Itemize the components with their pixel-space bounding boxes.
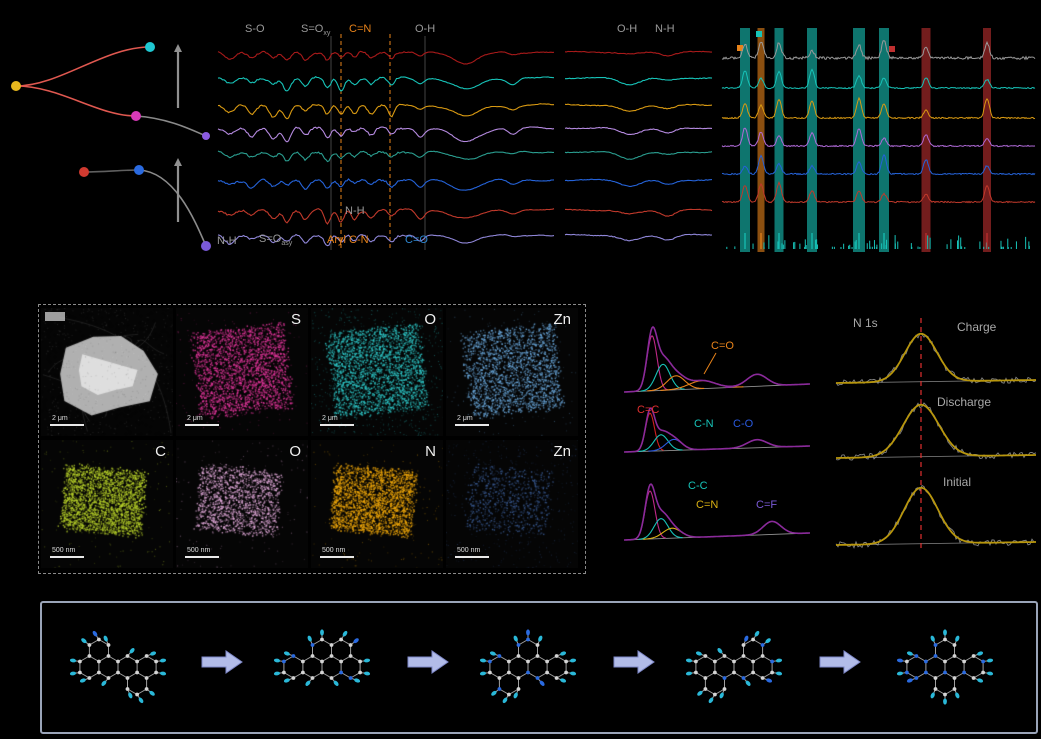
synthesis-scheme-panel [40,601,1038,734]
eds-map-c [41,440,173,568]
ftir-label-n-h-bottom: N-H [217,235,237,247]
nir-label-o-h: O-H [617,23,638,35]
scale-bar-label: 2 μm [322,415,338,422]
c1s-label-c-c: C-C [688,480,708,492]
scale-bar [185,556,219,558]
n1s-label-charge: Charge [957,320,997,334]
scale-bar-label: 2 μm [187,415,203,422]
ftir-label-s-o-xy: S=Oxy [301,23,330,38]
c1s-label-c-n: C-N [694,418,714,430]
ftir-label-s-o-xy-sub: xy [323,30,331,38]
eds-element-label: C [155,443,166,460]
n1s-label-initial: Initial [943,475,972,489]
ftir-label-s-o-xy-text: S=O [301,23,324,35]
eds-map-zn [446,308,578,436]
c1s-label-c-f: C=F [756,499,778,511]
ftir-label-c-o-bottom: C=O [405,234,428,246]
ftir-label-s-o-asy-text: S=O [259,233,282,245]
eds-map-cell-c-4: C 500 nm [41,440,173,568]
eds-map-cell-n-6: N 500 nm [311,440,443,568]
ftir-spectra-panel [216,20,558,260]
eds-map-cell-zn-7: Zn 500 nm [446,440,578,568]
eds-map-cell-o-5: O 500 nm [176,440,308,568]
ftir-label-n-h-mid: N-H [345,205,365,217]
nir-label-n-h: N-H [655,23,675,35]
scale-bar [320,424,354,426]
eds-map-o [311,308,443,436]
scale-bar [50,424,84,426]
ftir-label-o-h-top: O-H [415,23,436,35]
scale-bar-label: 500 nm [457,547,481,554]
eds-map-o [176,440,308,568]
scale-bar [50,556,84,558]
scale-bar-label: 500 nm [52,547,76,554]
eds-map-zn [446,440,578,568]
eds-element-label: O [424,311,436,328]
eds-map-n [311,440,443,568]
eds-mapping-panel [38,304,586,574]
scale-bar [455,424,489,426]
ftir-label-c-n-top: C=N [349,23,372,35]
eds-map-s [176,308,308,436]
c1s-label-c-double-o: C=O [711,340,734,352]
eds-map-cell-zn-3: Zn 2 μm [446,308,578,436]
eds-element-label: Zn [553,311,571,328]
xps-n1s-panel [830,308,1040,574]
oh-nh-spectra-panel [560,20,715,260]
eds-map-cell-s-1: S 2 μm [176,308,308,436]
sem-image [41,308,173,436]
scale-bar-label: 500 nm [187,547,211,554]
sem-image-cell: 2 μm [41,308,173,436]
n1s-title: N 1s [853,316,878,330]
scale-bar-label: 2 μm [52,415,68,422]
ftir-label-aryl-c-n: Aryl C-N [327,234,369,246]
ftir-label-s-o-asy-sub: asy [281,240,293,248]
scale-bar [320,556,354,558]
sem-overlay-tag [45,312,65,321]
diffraction-panel [718,20,1038,260]
eds-map-cell-o-2: O 2 μm [311,308,443,436]
scale-bar-label: 2 μm [457,415,473,422]
c1s-label-c-double-n: C=N [696,499,719,511]
ftir-label-s-o-asy: S=Oasy [259,233,292,248]
eds-element-label: S [290,311,301,328]
scale-bar [455,556,489,558]
c1s-label-c-o: C-O [733,418,754,430]
reaction-schematic-panel [5,20,215,260]
eds-element-label: N [425,443,436,460]
n1s-label-discharge: Discharge [937,395,992,409]
c1s-label-c-double-c: C=C [637,404,660,416]
eds-element-label: Zn [553,443,571,460]
scale-bar [185,424,219,426]
eds-element-label: O [289,443,301,460]
ftir-label-s-o: S-O [245,23,265,35]
scale-bar-label: 500 nm [322,547,346,554]
